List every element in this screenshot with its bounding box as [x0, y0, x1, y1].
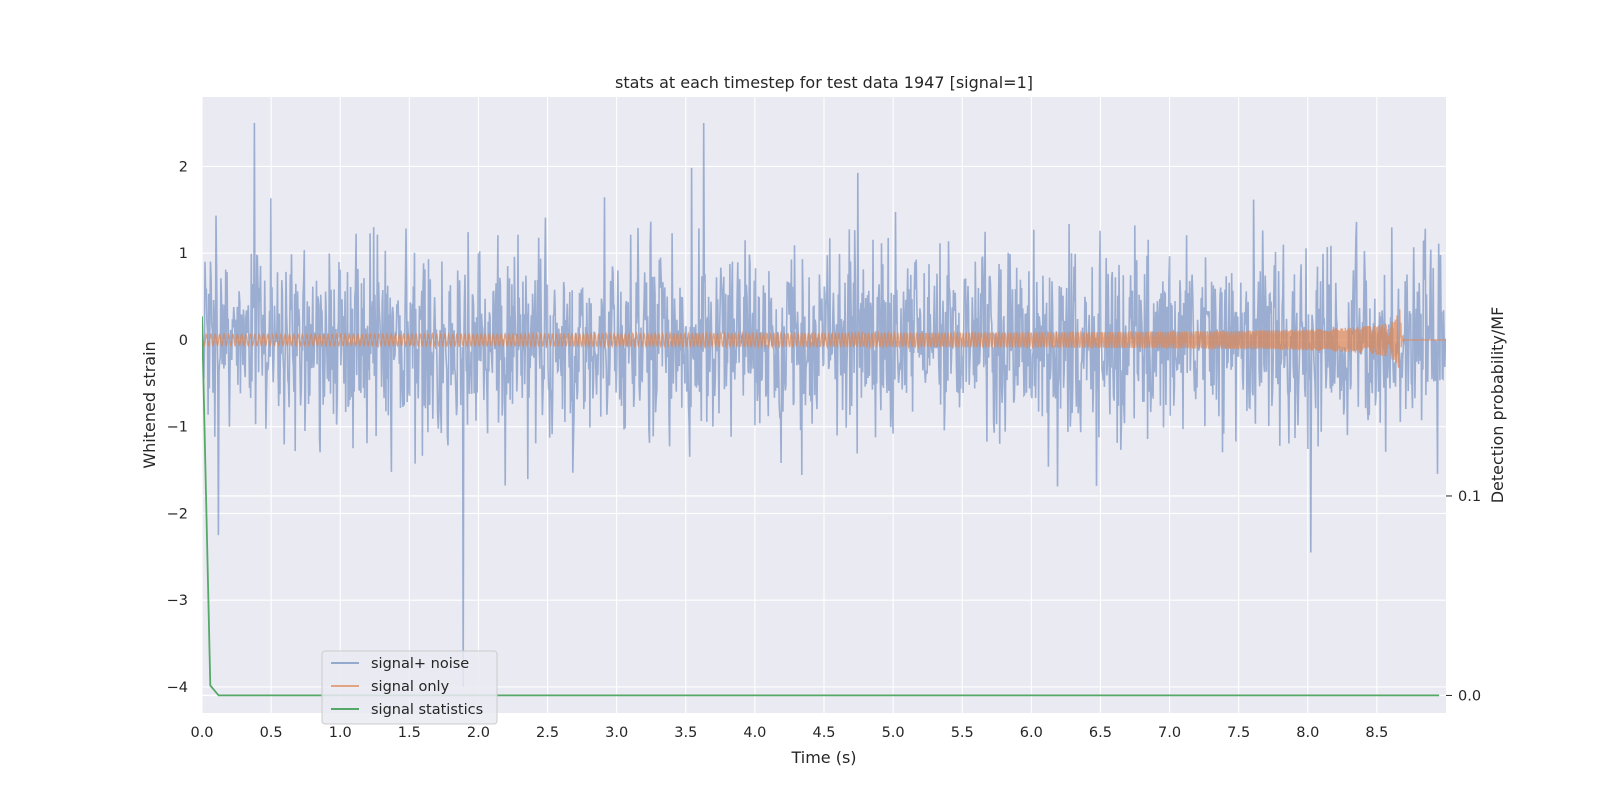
legend-label-signal-statistics: signal statistics [371, 702, 483, 718]
x-tick-label: 2.0 [467, 725, 490, 741]
x-tick-label: 6.0 [1020, 725, 1043, 741]
y-tick-label: 0 [179, 333, 188, 349]
x-tick-label: 5.0 [882, 725, 905, 741]
y-tick-label: −4 [167, 680, 188, 696]
y-right-tick-label: 0.1 [1458, 489, 1481, 505]
x-tick-label: 1.0 [329, 725, 352, 741]
series-signal-only [202, 309, 1446, 368]
x-tick-label: 7.0 [1158, 725, 1181, 741]
y-tick-label: 2 [179, 159, 188, 175]
y-axis-right-label: Detection probability/MF [1488, 307, 1507, 504]
y-tick-label: −1 [167, 420, 188, 436]
x-tick-label: 6.5 [1089, 725, 1112, 741]
y-tick-label: −3 [167, 593, 188, 609]
x-tick-label: 0.5 [260, 725, 283, 741]
y-tick-label: −2 [167, 506, 188, 522]
x-tick-label: 0.0 [190, 725, 213, 741]
legend-label-signal-noise: signal+ noise [371, 656, 469, 672]
x-tick-label: 4.5 [812, 725, 835, 741]
series-layer [202, 122, 1446, 697]
x-tick-label: 7.5 [1227, 725, 1250, 741]
legend: signal+ noise signal only signal statist… [321, 650, 498, 725]
x-tick-label: 1.5 [398, 725, 421, 741]
x-tick-label: 2.5 [536, 725, 559, 741]
series-signal-statistics [202, 316, 1440, 697]
x-tick-label: 8.5 [1365, 725, 1388, 741]
x-tick-label: 3.0 [605, 725, 628, 741]
legend-label-signal-only: signal only [371, 679, 450, 695]
x-tick-label: 5.5 [951, 725, 974, 741]
y-tick-label: 1 [179, 246, 188, 262]
x-tick-label: 8.0 [1296, 725, 1319, 741]
x-tick-label: 3.5 [674, 725, 697, 741]
legend-box [321, 650, 498, 725]
x-axis-label: Time (s) [790, 748, 856, 767]
ticks: 0.0 0.5 1.0 1.5 2.0 2.5 3.0 3.5 4.0 4.5 5.0 5.5 6.0 6… [167, 159, 1481, 741]
y-right-tick-label: 0.0 [1458, 688, 1481, 704]
chart-title: stats at each timestep for test data 194… [615, 73, 1033, 92]
x-tick-label: 4.0 [743, 725, 766, 741]
y-axis-label: Whitened strain [140, 341, 159, 468]
